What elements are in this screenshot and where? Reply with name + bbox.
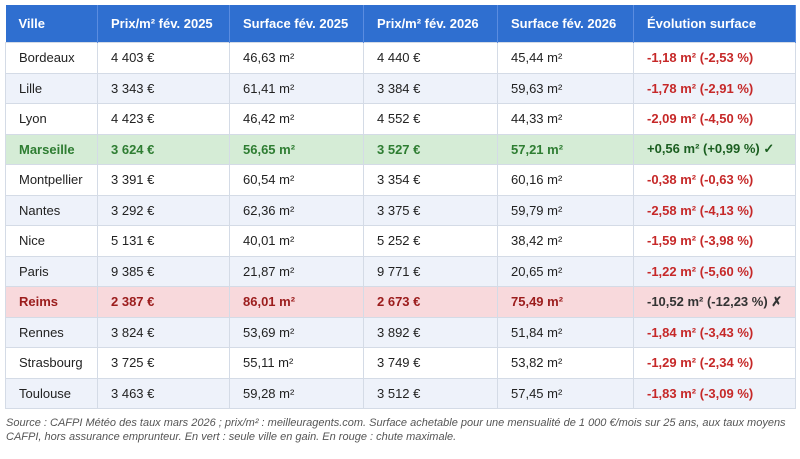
header-cell: Prix/m² fév. 2025: [97, 5, 230, 43]
table-cell: 9 771 €: [363, 255, 498, 287]
table-cell: -2,58 m² (-4,13 %): [633, 194, 796, 226]
table-cell: 9 385 €: [97, 255, 230, 287]
table-cell: Lyon: [5, 103, 98, 135]
table-cell: 46,63 m²: [229, 42, 364, 74]
table-cell: Marseille: [5, 133, 98, 165]
header-cell: Évolution surface: [633, 5, 796, 43]
table-cell: Lille: [5, 72, 98, 104]
table-cell: 3 375 €: [363, 194, 498, 226]
header-row: Ville Prix/m² fév. 2025 Surface fév. 2025 P…: [5, 5, 796, 43]
table-cell: +0,56 m² (+0,99 %) ✓: [633, 133, 796, 165]
table-container: Ville Prix/m² fév. 2025 Surface fév. 2025 P…: [5, 5, 796, 409]
table-cell: Strasbourg: [5, 347, 98, 379]
header-cell: Prix/m² fév. 2026: [363, 5, 498, 43]
table-cell: Rennes: [5, 316, 98, 348]
table-cell: Bordeaux: [5, 42, 98, 74]
table-row: Strasbourg 3 725 €55,11 m² 3 749 €53,82 m²…: [5, 347, 796, 379]
header-cell: Surface fév. 2025: [229, 5, 364, 43]
table-cell: 59,79 m²: [497, 194, 634, 226]
table-cell: 3 892 €: [363, 316, 498, 348]
table-cell: Montpellier: [5, 164, 98, 196]
table-cell: 61,41 m²: [229, 72, 364, 104]
table-cell: 46,42 m²: [229, 103, 364, 135]
table-cell: 40,01 m²: [229, 225, 364, 257]
table-row: Lille 3 343 €61,41 m² 3 384 €59,63 m² -1,78…: [5, 72, 796, 104]
table-cell: 20,65 m²: [497, 255, 634, 287]
table-cell: 21,87 m²: [229, 255, 364, 287]
table-row: Lyon 4 423 €46,42 m² 4 552 €44,33 m² -2,09 …: [5, 103, 796, 135]
table-cell: 57,21 m²: [497, 133, 634, 165]
header-cell: Ville: [5, 5, 98, 43]
table-cell: 86,01 m²: [229, 286, 364, 318]
table-cell: Nice: [5, 225, 98, 257]
table-row: Reims 2 387 €86,01 m² 2 673 €75,49 m² -10,5…: [5, 286, 796, 318]
table-cell: 75,49 m²: [497, 286, 634, 318]
table-cell: Toulouse: [5, 377, 98, 409]
table-cell: 44,33 m²: [497, 103, 634, 135]
table-cell: -1,29 m² (-2,34 %): [633, 347, 796, 379]
table-cell: 2 673 €: [363, 286, 498, 318]
table-cell: 38,42 m²: [497, 225, 634, 257]
table-cell: Paris: [5, 255, 98, 287]
table-cell: -0,38 m² (-0,63 %): [633, 164, 796, 196]
table-row: Toulouse 3 463 €59,28 m² 3 512 €57,45 m² -1…: [5, 377, 796, 409]
table-cell: -10,52 m² (-12,23 %) ✗: [633, 286, 796, 318]
table-cell: 57,45 m²: [497, 377, 634, 409]
table-cell: 3 824 €: [97, 316, 230, 348]
table-cell: -1,22 m² (-5,60 %): [633, 255, 796, 287]
table-cell: 45,44 m²: [497, 42, 634, 74]
table-row: Montpellier 3 391 €60,54 m² 3 354 €60,16 m…: [5, 164, 796, 196]
table-row: Marseille 3 624 €56,65 m² 3 527 €57,21 m² +…: [5, 133, 796, 165]
table-cell: 3 527 €: [363, 133, 498, 165]
table-cell: 3 384 €: [363, 72, 498, 104]
table-cell: 60,16 m²: [497, 164, 634, 196]
table-cell: 4 403 €: [97, 42, 230, 74]
table-cell: 55,11 m²: [229, 347, 364, 379]
table-row: Paris 9 385 €21,87 m² 9 771 €20,65 m² -1,22…: [5, 255, 796, 287]
table-row: Nantes 3 292 €62,36 m² 3 375 €59,79 m² -2,5…: [5, 194, 796, 226]
table-cell: 60,54 m²: [229, 164, 364, 196]
table-cell: -2,09 m² (-4,50 %): [633, 103, 796, 135]
table-cell: 4 440 €: [363, 42, 498, 74]
table-cell: 51,84 m²: [497, 316, 634, 348]
table-cell: -1,18 m² (-2,53 %): [633, 42, 796, 74]
table-cell: 59,63 m²: [497, 72, 634, 104]
table-cell: 3 354 €: [363, 164, 498, 196]
table-cell: 3 292 €: [97, 194, 230, 226]
header-cell: Surface fév. 2026: [497, 5, 634, 43]
table-cell: 3 343 €: [97, 72, 230, 104]
table-cell: Reims: [5, 286, 98, 318]
table-cell: -1,78 m² (-2,91 %): [633, 72, 796, 104]
table-cell: 59,28 m²: [229, 377, 364, 409]
table-cell: 5 252 €: [363, 225, 498, 257]
table-cell: 53,69 m²: [229, 316, 364, 348]
table-cell: Nantes: [5, 194, 98, 226]
table-body: Bordeaux 4 403 €46,63 m² 4 440 €45,44 m² -1…: [5, 42, 796, 409]
table-cell: 3 391 €: [97, 164, 230, 196]
table-row: Nice 5 131 €40,01 m² 5 252 €38,42 m² -1,59 …: [5, 225, 796, 257]
table-cell: 5 131 €: [97, 225, 230, 257]
data-table: Ville Prix/m² fév. 2025 Surface fév. 2025 P…: [5, 5, 796, 409]
table-cell: 3 725 €: [97, 347, 230, 379]
table-cell: 2 387 €: [97, 286, 230, 318]
table-cell: 4 423 €: [97, 103, 230, 135]
table-cell: 3 463 €: [97, 377, 230, 409]
table-row: Bordeaux 4 403 €46,63 m² 4 440 €45,44 m² -1…: [5, 42, 796, 74]
table-cell: 3 749 €: [363, 347, 498, 379]
table-cell: -1,83 m² (-3,09 %): [633, 377, 796, 409]
table-row: Rennes 3 824 €53,69 m² 3 892 €51,84 m² -1,8…: [5, 316, 796, 348]
table-cell: -1,84 m² (-3,43 %): [633, 316, 796, 348]
table-cell: 4 552 €: [363, 103, 498, 135]
footnote: Source : CAFPI Météo des taux mars 2026 …: [6, 417, 786, 443]
table-cell: 3 624 €: [97, 133, 230, 165]
table-cell: -1,59 m² (-3,98 %): [633, 225, 796, 257]
table-cell: 3 512 €: [363, 377, 498, 409]
table-cell: 62,36 m²: [229, 194, 364, 226]
table-cell: 56,65 m²: [229, 133, 364, 165]
table-cell: 53,82 m²: [497, 347, 634, 379]
